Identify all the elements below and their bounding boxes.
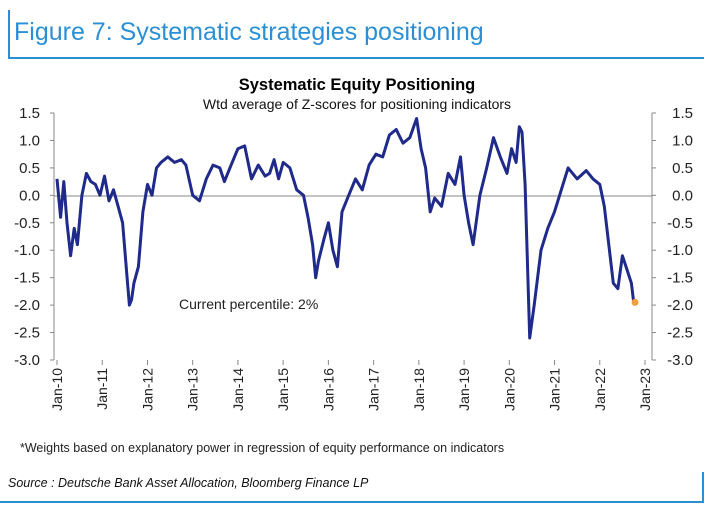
footer-rule-end xyxy=(702,472,704,503)
y-tick-label-right: -1.0 xyxy=(667,242,693,259)
x-tick-label: Jan-21 xyxy=(547,368,563,411)
x-tick-label: Jan-23 xyxy=(637,368,653,411)
header-accent-rule xyxy=(8,10,10,58)
y-tick-label-right: -3.0 xyxy=(667,352,693,369)
y-tick-label-right: 1.0 xyxy=(672,132,693,149)
y-tick-label-left: -1.5 xyxy=(14,270,40,287)
x-tick-label: Jan-10 xyxy=(49,368,65,411)
x-ticks: Jan-10 Jan-11 Jan-12 Jan-13 Jan-14 Jan-15 Jan-… xyxy=(49,360,653,411)
x-tick-label: Jan-18 xyxy=(411,368,427,411)
y-tick-label-left: -2.5 xyxy=(14,325,40,342)
y-tick-label-left: -3.0 xyxy=(14,352,40,369)
y-tick-label-left: 1.5 xyxy=(19,105,40,122)
header-underline xyxy=(8,57,704,59)
y-tick-label-left: -0.5 xyxy=(14,215,40,232)
figure-title: Figure 7: Systematic strategies position… xyxy=(14,18,484,46)
chart-title: Systematic Equity Positioning xyxy=(239,76,476,94)
x-tick-label: Jan-20 xyxy=(501,368,517,411)
current-value-marker xyxy=(631,298,639,306)
line-chart: Systematic Equity Positioning Wtd averag… xyxy=(14,76,693,411)
figure-header: Figure 7: Systematic strategies position… xyxy=(0,0,711,62)
y-tick-label-right: 0.5 xyxy=(672,160,693,177)
x-tick-label: Jan-15 xyxy=(275,368,291,411)
series-line xyxy=(55,117,636,340)
y-ticks-right: 1.5 1.0 0.5 0.0 -0.5 -1.0 -1.5 -2.0 -2.5 -3.0 xyxy=(652,105,693,369)
x-tick-label: Jan-22 xyxy=(592,368,608,411)
y-tick-label-right: 1.5 xyxy=(672,105,693,122)
y-tick-label-left: 0.5 xyxy=(19,160,40,177)
y-tick-label-left: -1.0 xyxy=(14,242,40,259)
y-tick-label-left: 0.0 xyxy=(19,187,40,204)
x-tick-label: Jan-16 xyxy=(320,368,336,411)
x-tick-label: Jan-19 xyxy=(456,368,472,411)
y-tick-label-right: 0.0 xyxy=(672,187,693,204)
x-tick-label: Jan-12 xyxy=(139,368,155,411)
y-tick-label-right: -1.5 xyxy=(667,270,693,287)
footnote: *Weights based on explanatory power in r… xyxy=(20,441,505,455)
x-tick-label: Jan-13 xyxy=(185,368,201,411)
x-tick-label: Jan-11 xyxy=(94,368,110,410)
y-tick-label-left: -2.0 xyxy=(14,297,40,314)
footer-rule xyxy=(0,501,704,503)
y-tick-label-left: 1.0 xyxy=(19,132,40,149)
y-ticks-left: 1.5 1.0 0.5 0.0 -0.5 -1.0 -1.5 -2.0 -2.5 -3.0 xyxy=(14,105,54,369)
y-tick-label-right: -2.5 xyxy=(667,325,693,342)
source-note: Source : Deutsche Bank Asset Allocation,… xyxy=(8,476,369,490)
chart-annotation: Current percentile: 2% xyxy=(179,296,318,312)
y-tick-label-right: -2.0 xyxy=(667,297,693,314)
chart-subtitle: Wtd average of Z-scores for positioning … xyxy=(203,96,511,112)
y-tick-label-right: -0.5 xyxy=(667,215,693,232)
x-tick-label: Jan-17 xyxy=(366,368,382,411)
x-tick-label: Jan-14 xyxy=(230,368,246,411)
